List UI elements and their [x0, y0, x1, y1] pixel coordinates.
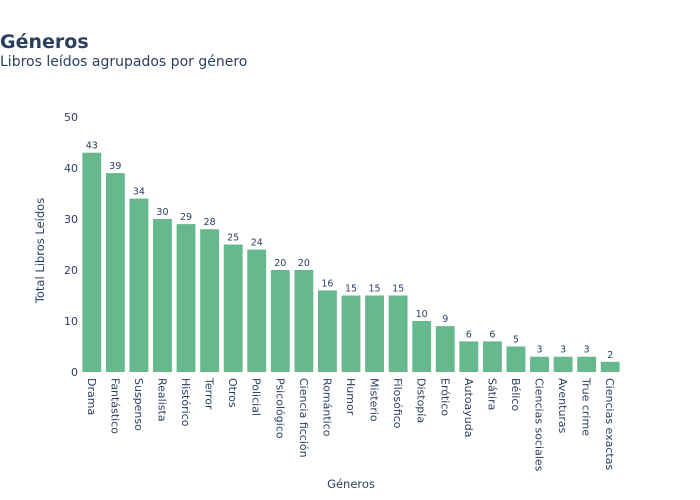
chart-title: Géneros	[0, 31, 89, 53]
bar	[247, 249, 267, 372]
data-label: 15	[392, 284, 404, 295]
data-label: 28	[204, 217, 216, 228]
x-tick-label: Fantástico	[108, 378, 121, 434]
y-tick-label: 30	[64, 213, 78, 226]
x-tick-label: Filosófico	[391, 378, 404, 429]
data-label: 10	[416, 309, 428, 320]
x-tick-label: Suspenso	[132, 378, 145, 431]
data-label: 43	[86, 141, 98, 152]
x-tick-label: Distopía	[415, 378, 428, 423]
bar	[153, 219, 172, 372]
x-tick-label: Ciencias sociales	[533, 378, 546, 472]
bar	[435, 326, 455, 372]
data-label: 3	[584, 345, 590, 356]
data-label: 29	[180, 212, 192, 223]
bar	[294, 270, 314, 372]
bar	[270, 270, 290, 372]
bar	[341, 295, 361, 372]
x-tick-label: Policial	[250, 378, 263, 416]
data-label: 16	[321, 278, 333, 289]
y-tick-label: 10	[64, 315, 78, 328]
bar	[600, 361, 620, 372]
data-label: 39	[109, 161, 121, 172]
data-label: 20	[274, 258, 286, 269]
x-tick-label: Drama	[85, 378, 98, 415]
data-label: 34	[133, 187, 145, 198]
bar	[82, 152, 102, 372]
data-label: 6	[466, 329, 472, 340]
y-axis-ticks: 0 10 20 30 40 50	[64, 111, 78, 379]
data-label: 3	[560, 345, 566, 356]
data-label: 2	[607, 350, 613, 361]
bar	[176, 224, 196, 372]
x-tick-label: Erótico	[438, 378, 451, 416]
bar	[412, 321, 432, 372]
x-tick-label: Humor	[344, 378, 357, 416]
x-tick-label: Sátira	[485, 378, 498, 410]
x-tick-label: True crime	[580, 377, 593, 436]
bar	[553, 356, 573, 372]
bar	[482, 341, 502, 372]
x-tick-label: Realista	[155, 378, 168, 422]
bar	[577, 356, 597, 372]
bar	[506, 346, 526, 372]
data-label: 20	[298, 258, 310, 269]
bar	[223, 244, 243, 372]
x-tick-label: Terror	[203, 377, 216, 410]
data-labels: 43 39 34 30 29 28 25 24 20 20 16 15 15 15 10 9 6 6 5 3 3 3 2	[86, 141, 614, 361]
bar	[200, 229, 220, 372]
bar	[105, 173, 125, 372]
data-label: 3	[536, 345, 542, 356]
data-label: 9	[442, 314, 448, 325]
x-tick-label: Misterio	[368, 378, 381, 422]
bar	[388, 295, 408, 372]
x-tick-label: Ciencia ficción	[297, 378, 310, 458]
bar	[318, 290, 337, 372]
y-tick-label: 20	[64, 264, 78, 277]
data-label: 15	[369, 284, 381, 295]
x-tick-label: Autoayuda	[462, 378, 475, 438]
x-axis-label: Géneros	[327, 477, 375, 491]
x-tick-label: Otros	[226, 378, 239, 408]
x-tick-label: Histórico	[179, 378, 192, 427]
data-label: 30	[156, 207, 168, 218]
y-tick-label: 50	[64, 111, 78, 124]
data-label: 6	[489, 329, 495, 340]
bar	[129, 198, 149, 372]
x-tick-label: Romántico	[320, 378, 333, 437]
data-label: 5	[513, 335, 519, 346]
y-tick-label: 0	[71, 366, 78, 379]
y-axis-label: Total Libros Leídos	[33, 198, 47, 304]
x-tick-label: Aventuras	[556, 378, 569, 434]
bar	[530, 356, 549, 372]
bar	[365, 295, 384, 372]
data-label: 25	[227, 233, 239, 244]
chart-subtitle: Libros leídos agrupados por género	[0, 54, 248, 70]
x-tick-label: Bélico	[509, 378, 522, 411]
data-label: 15	[345, 284, 357, 295]
x-tick-label: Ciencias exactas	[603, 378, 616, 470]
bar	[459, 341, 479, 372]
x-tick-label: Psicológico	[273, 378, 286, 439]
data-label: 24	[251, 238, 263, 249]
x-axis-ticks: Drama Fantástico Suspenso Realista Histórico…	[85, 377, 616, 472]
bars	[82, 152, 620, 372]
y-tick-label: 40	[64, 162, 78, 175]
